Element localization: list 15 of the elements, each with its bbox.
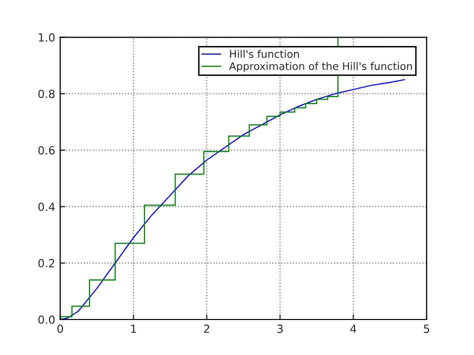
line-series xyxy=(60,79,406,320)
x-tick-label: 5 xyxy=(424,324,430,333)
x-tick-label: 3 xyxy=(277,324,283,333)
y-tick-label: 1.0 xyxy=(38,33,55,42)
legend-label: Approximation of the Hill's function xyxy=(229,62,412,72)
x-tick-label: 1 xyxy=(131,324,136,333)
x-tick-label: 2 xyxy=(204,324,210,333)
y-tick-label: 0.0 xyxy=(38,315,55,324)
y-tick-label: 0.6 xyxy=(38,146,55,155)
y-tick-label: 0.2 xyxy=(38,259,54,268)
legend-label: Hill's function xyxy=(230,50,299,58)
y-tick-label: 0.4 xyxy=(38,202,55,211)
x-tick-label: 4 xyxy=(350,324,356,333)
x-tick-label: 0 xyxy=(57,324,63,333)
y-tick-label: 0.8 xyxy=(38,90,55,98)
